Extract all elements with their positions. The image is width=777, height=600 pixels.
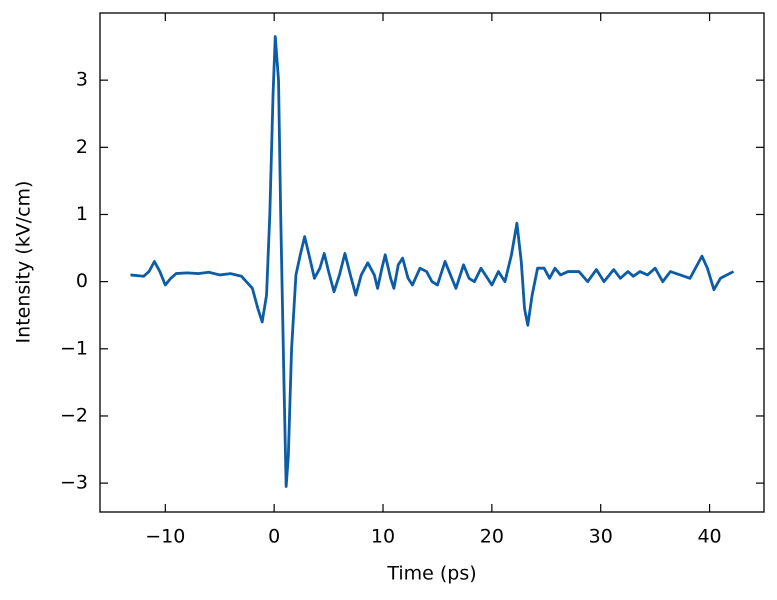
y-tick-label: −3 [60, 472, 88, 494]
x-tick-label: 20 [480, 526, 504, 548]
y-tick-label: −1 [60, 337, 88, 359]
y-tick-label: 0 [76, 270, 88, 292]
x-tick-label: 10 [371, 526, 395, 548]
y-tick-label: −2 [60, 404, 88, 426]
x-tick-label: −10 [145, 526, 185, 548]
y-tick-label: 1 [76, 203, 88, 225]
y-axis-label: Intensity (kV/cm) [13, 181, 35, 344]
plot-frame [99, 12, 765, 513]
y-tick-label: 3 [76, 69, 88, 91]
x-tick-label: 0 [268, 526, 280, 548]
y-tick-label: 2 [76, 136, 88, 158]
data-line [130, 35, 735, 488]
x-tick-label: 30 [589, 526, 613, 548]
x-tick-label: 40 [697, 526, 721, 548]
x-axis-label: Time (ps) [386, 563, 476, 585]
